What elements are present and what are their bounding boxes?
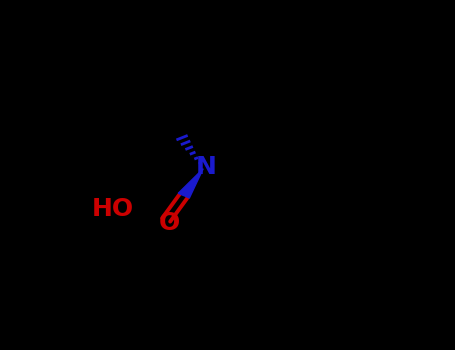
Text: O: O: [159, 211, 180, 234]
Text: HO: HO: [92, 197, 134, 220]
Text: N: N: [196, 155, 217, 179]
Polygon shape: [178, 169, 203, 198]
